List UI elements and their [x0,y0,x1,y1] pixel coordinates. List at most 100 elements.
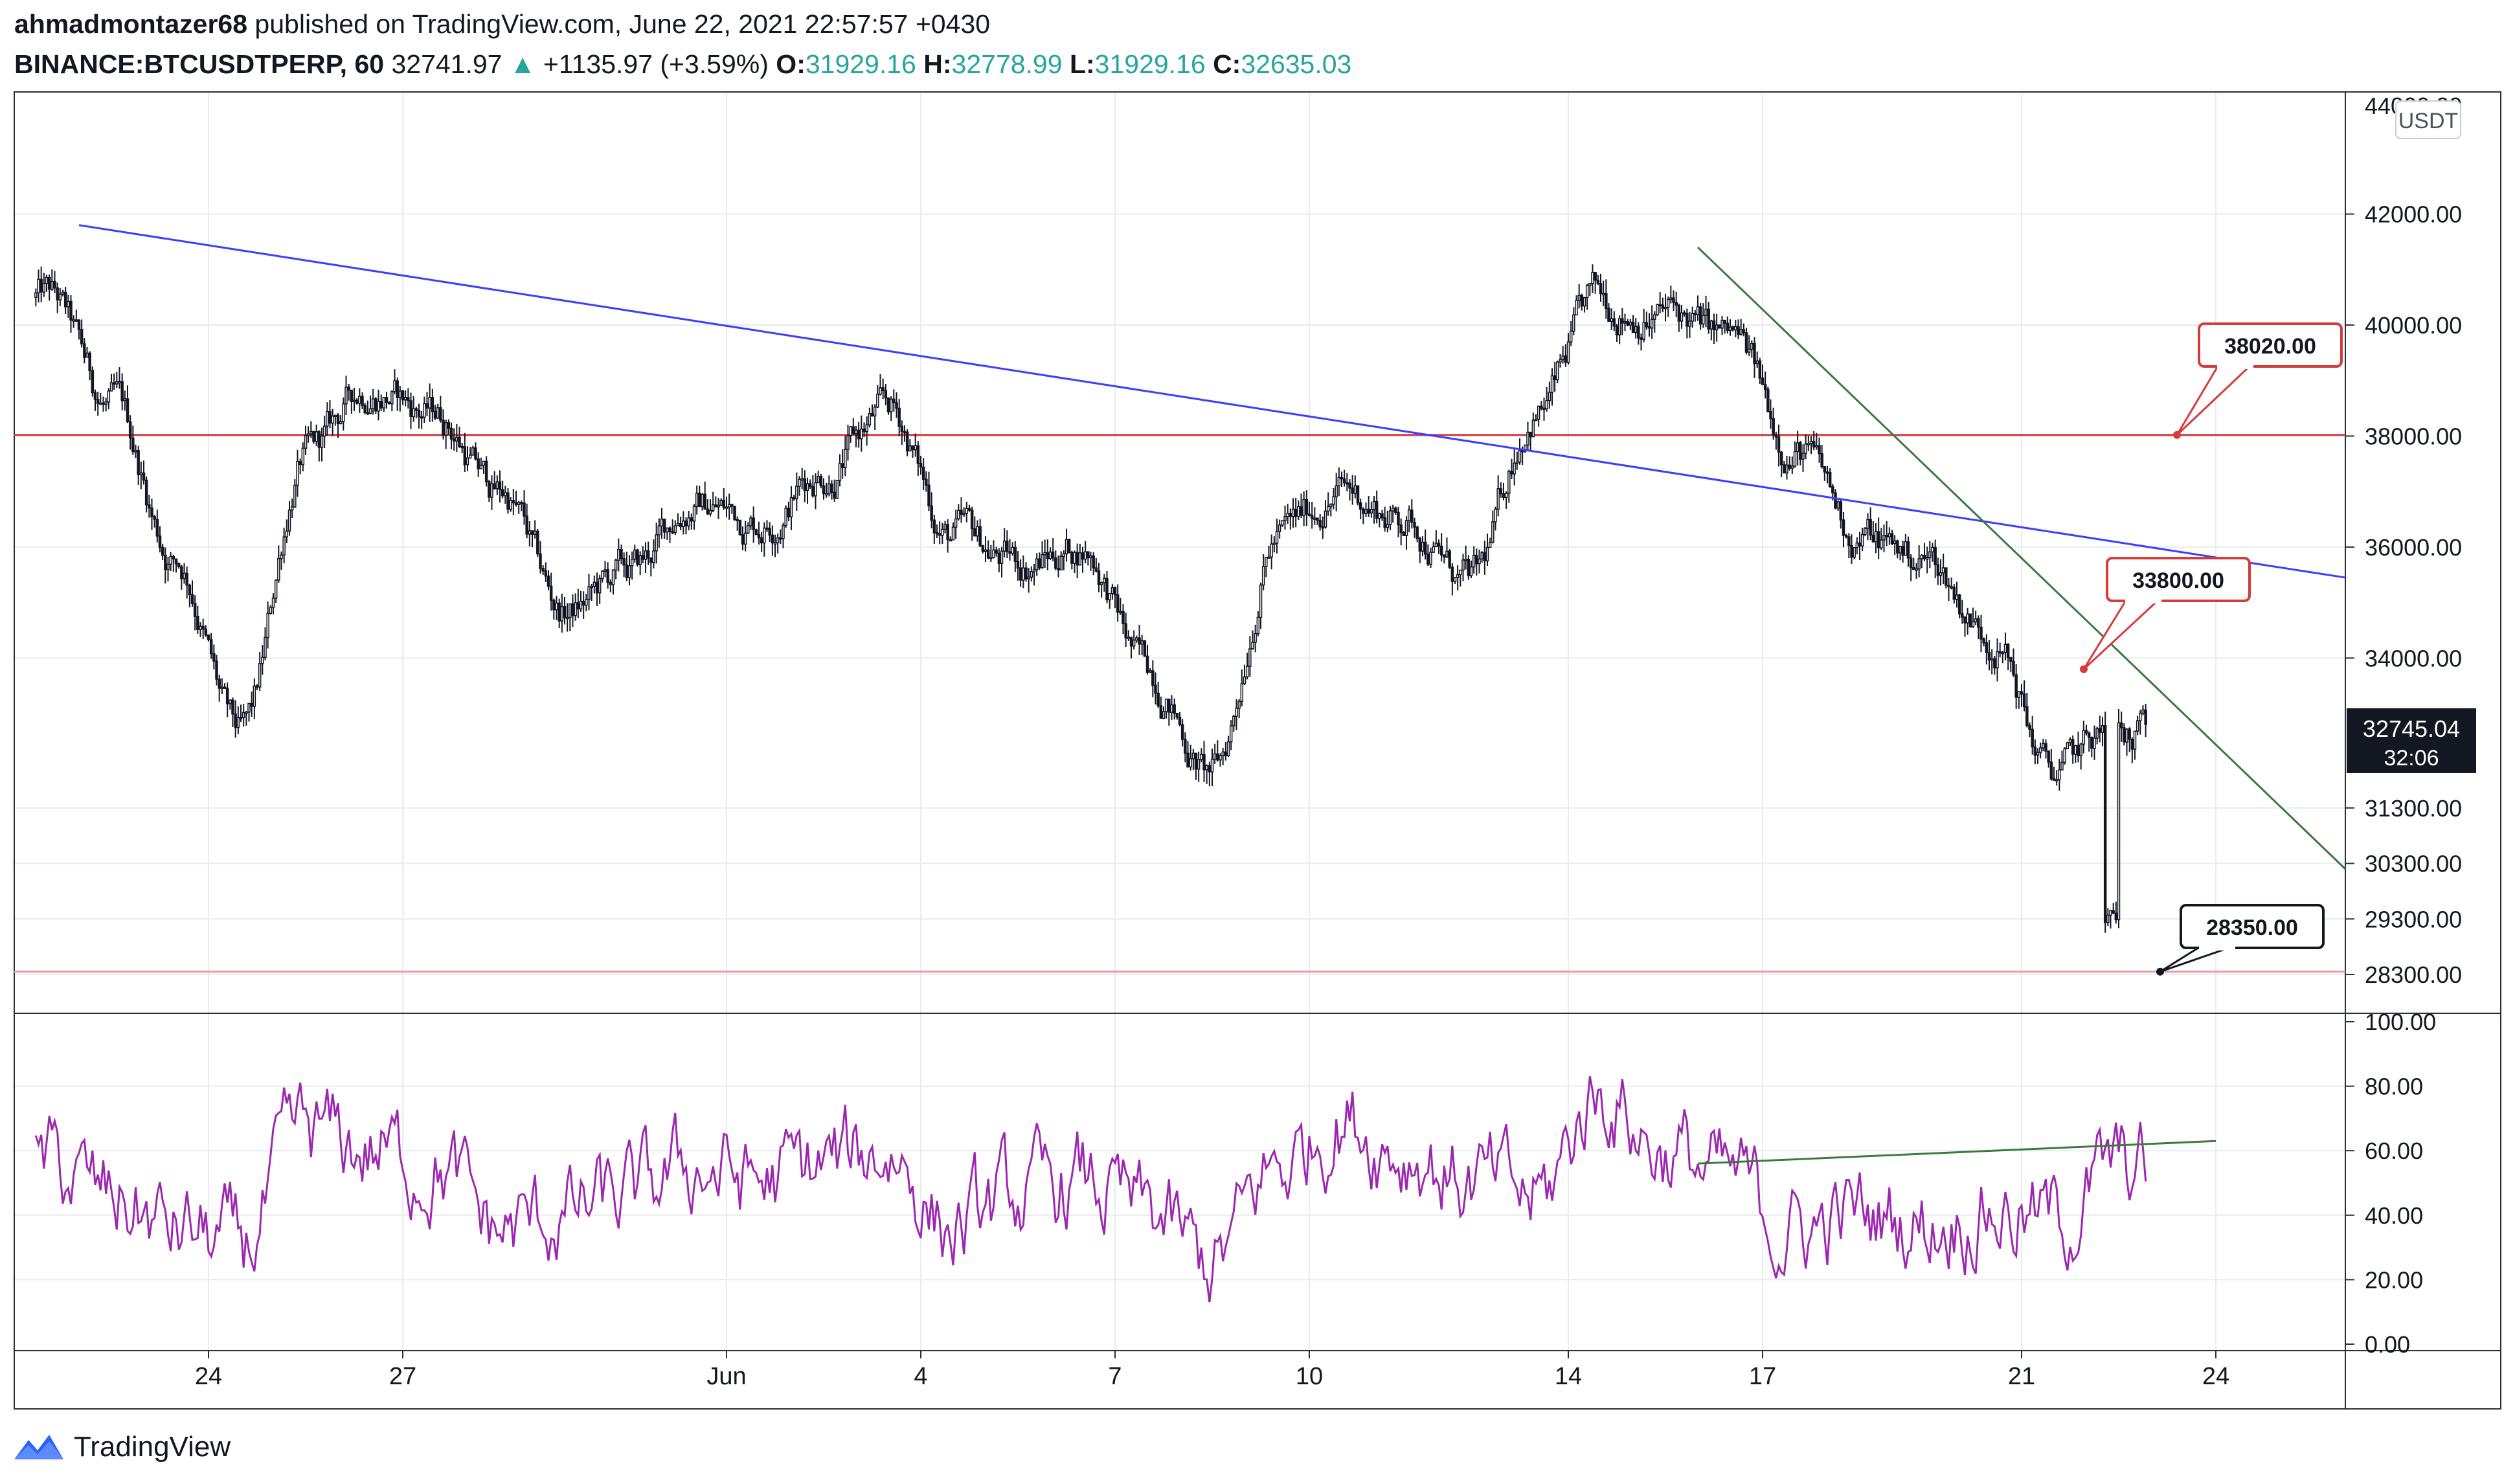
candle-body [484,460,488,482]
candle-body [1173,704,1176,714]
candle-body [155,519,159,537]
candle-body [1078,552,1082,566]
candle-body [592,581,596,587]
candle-body [1437,543,1441,547]
candle-body [1038,558,1041,568]
candle-body [385,397,389,403]
candle-body [1429,552,1432,565]
trend-33800-label-box[interactable] [2106,557,2251,602]
candle-body [1858,542,1862,546]
candle-body [930,505,933,521]
candle-body [1081,552,1085,560]
candle-body [627,565,631,578]
candle-body [1945,567,1948,586]
candles [34,264,2147,933]
price-trendline-green[interactable] [1697,246,2347,870]
candle-body [468,455,472,459]
candle-body [625,564,629,578]
candle-body [236,717,240,728]
candle-body [1502,493,1506,499]
candle-body [242,712,245,719]
candle-body [266,613,269,638]
symbol-name[interactable]: BINANCE:BTCUSDTPERP, 60 [14,49,385,79]
candle-body [433,410,437,419]
candle-body [326,410,329,427]
candle-body [1645,322,1649,328]
candle-body [962,512,965,515]
last-price-badge[interactable] [2347,708,2476,773]
rsi-tick-label: 40.00 [2365,1202,2423,1229]
currency-badge[interactable] [2395,100,2461,139]
candle-body [207,634,210,640]
candle-body [819,476,823,487]
candle-body [1297,506,1300,517]
level-38020-label-box[interactable] [2198,322,2343,368]
candle-body [1143,640,1147,657]
level-28350-label-box[interactable] [2180,904,2325,949]
candle-body [1825,471,1829,474]
candle-body [72,319,75,322]
candle-body [706,508,710,515]
candle-body [2049,761,2053,780]
candle-body [747,525,750,534]
candle-body [1100,582,1103,585]
candle-body [1917,558,1921,570]
candle-body [1860,534,1864,546]
trendlines[interactable] [78,224,2347,870]
candle-body [112,382,116,385]
candle-body [290,506,294,511]
candle-body [876,394,879,408]
price-trendline-blue[interactable] [78,224,2346,579]
candle-body [1761,377,1765,385]
candle-body [1019,567,1022,581]
candle-body [1607,308,1610,322]
candle-body [333,414,337,418]
price-tick-label: 36000.00 [2365,534,2462,561]
candle-body [1996,651,1999,669]
candle-body [1027,576,1030,579]
published-text: published on TradingView.com, June 22, 2… [254,9,991,39]
candle-body [1067,539,1071,554]
candle-body [1364,508,1368,514]
price-labels[interactable]: 38020.00 33800.00 28350.00 32745.04 32:06 [2080,322,2476,976]
candle-body [614,559,618,571]
candle-body [99,402,102,405]
candle-body [1923,555,1926,559]
candle-body [1790,465,1794,469]
candle-body [1661,304,1665,309]
candle-body [719,499,723,506]
tradingview-logo[interactable]: TradingView [12,1424,231,1470]
candle-body [1971,621,1975,627]
candle-body [1723,319,1726,324]
candle-body [436,407,440,419]
candle-body [2125,728,2128,743]
close-label: C: [1213,49,1241,79]
candle-body [1332,496,1335,505]
candle-body [229,699,232,704]
candle-body [180,566,183,579]
horizontal-levels[interactable] [14,434,2345,973]
candle-body [1475,554,1478,565]
candle-body [1307,513,1311,516]
candle-body [571,603,574,616]
candle-body [1647,326,1651,329]
candle-body [1111,587,1114,594]
rsi-trendline[interactable] [1697,1140,2216,1165]
candle-body [185,572,188,586]
candle-body [2098,728,2102,733]
author-name[interactable]: ahmadmontazer68 [14,9,248,39]
candle-body [390,390,394,405]
candle-body [1993,658,1996,669]
candle-body [646,550,650,559]
candle-body [1906,541,1910,559]
candle-body [102,402,105,405]
candle-body [1615,325,1619,335]
candle-body [371,398,375,410]
candle-body [1612,318,1616,327]
candle-body [1658,304,1662,306]
candle-body [183,572,186,579]
candle-body [1346,482,1349,485]
candle-body [1138,637,1141,645]
candle-body [1094,567,1098,572]
